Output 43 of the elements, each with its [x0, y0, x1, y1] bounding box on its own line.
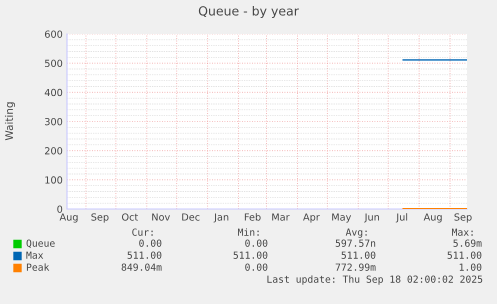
text: 772.99m — [336, 263, 376, 271]
legend-label: Peak — [26, 263, 50, 271]
x-tick-label: Mar — [272, 213, 290, 221]
text: Last update: Thu Sep 18 02:00:02 2025 — [267, 275, 482, 285]
text: 511.00 — [448, 251, 482, 259]
y-axis-title: Waiting — [4, 102, 16, 140]
text: 597.57n — [336, 239, 376, 247]
text: 511.00 — [128, 251, 162, 259]
text: Cur: — [132, 228, 153, 236]
chart-title: Queue - by year — [198, 6, 299, 18]
text: Max: — [452, 228, 473, 236]
text: 1.00 — [460, 263, 482, 271]
x-tick-label: May — [332, 213, 352, 223]
y-tick-label: 500 — [45, 60, 62, 67]
legend-label: Max — [26, 252, 44, 259]
text: 849.04m — [122, 263, 162, 271]
x-tick-label: Jan — [214, 213, 228, 222]
y-tick-label: 100 — [45, 176, 62, 184]
text: 511.00 — [342, 251, 376, 259]
x-tick-label: Apr — [303, 213, 320, 223]
x-tick-label: Dec — [182, 213, 200, 221]
x-tick-label: Sep — [91, 213, 109, 223]
text: Min: — [238, 228, 259, 236]
x-tick-label: Nov — [152, 213, 170, 221]
x-tick-label: Aug — [424, 213, 442, 223]
x-tick-label: Jun — [364, 213, 380, 222]
x-tick-label: Feb — [244, 213, 261, 221]
y-tick-label: 0 — [57, 205, 62, 213]
text: 0.00 — [245, 263, 268, 271]
x-tick-label: Jul — [396, 213, 408, 222]
text: Avg: — [346, 228, 367, 238]
x-tick-label: Aug — [60, 213, 78, 223]
text: 0.00 — [139, 239, 162, 247]
text: 511.00 — [234, 251, 268, 259]
legend-label: Queue — [26, 239, 55, 248]
text: 0.00 — [245, 239, 268, 247]
y-tick-label: 400 — [44, 88, 62, 96]
x-tick-label: Oct — [122, 213, 138, 221]
x-tick-label: Sep — [454, 213, 472, 223]
y-tick-label: 600 — [44, 30, 62, 38]
text: 5.69m — [453, 239, 482, 247]
y-tick-label: 300 — [45, 118, 62, 126]
y-tick-label: 200 — [44, 147, 62, 154]
